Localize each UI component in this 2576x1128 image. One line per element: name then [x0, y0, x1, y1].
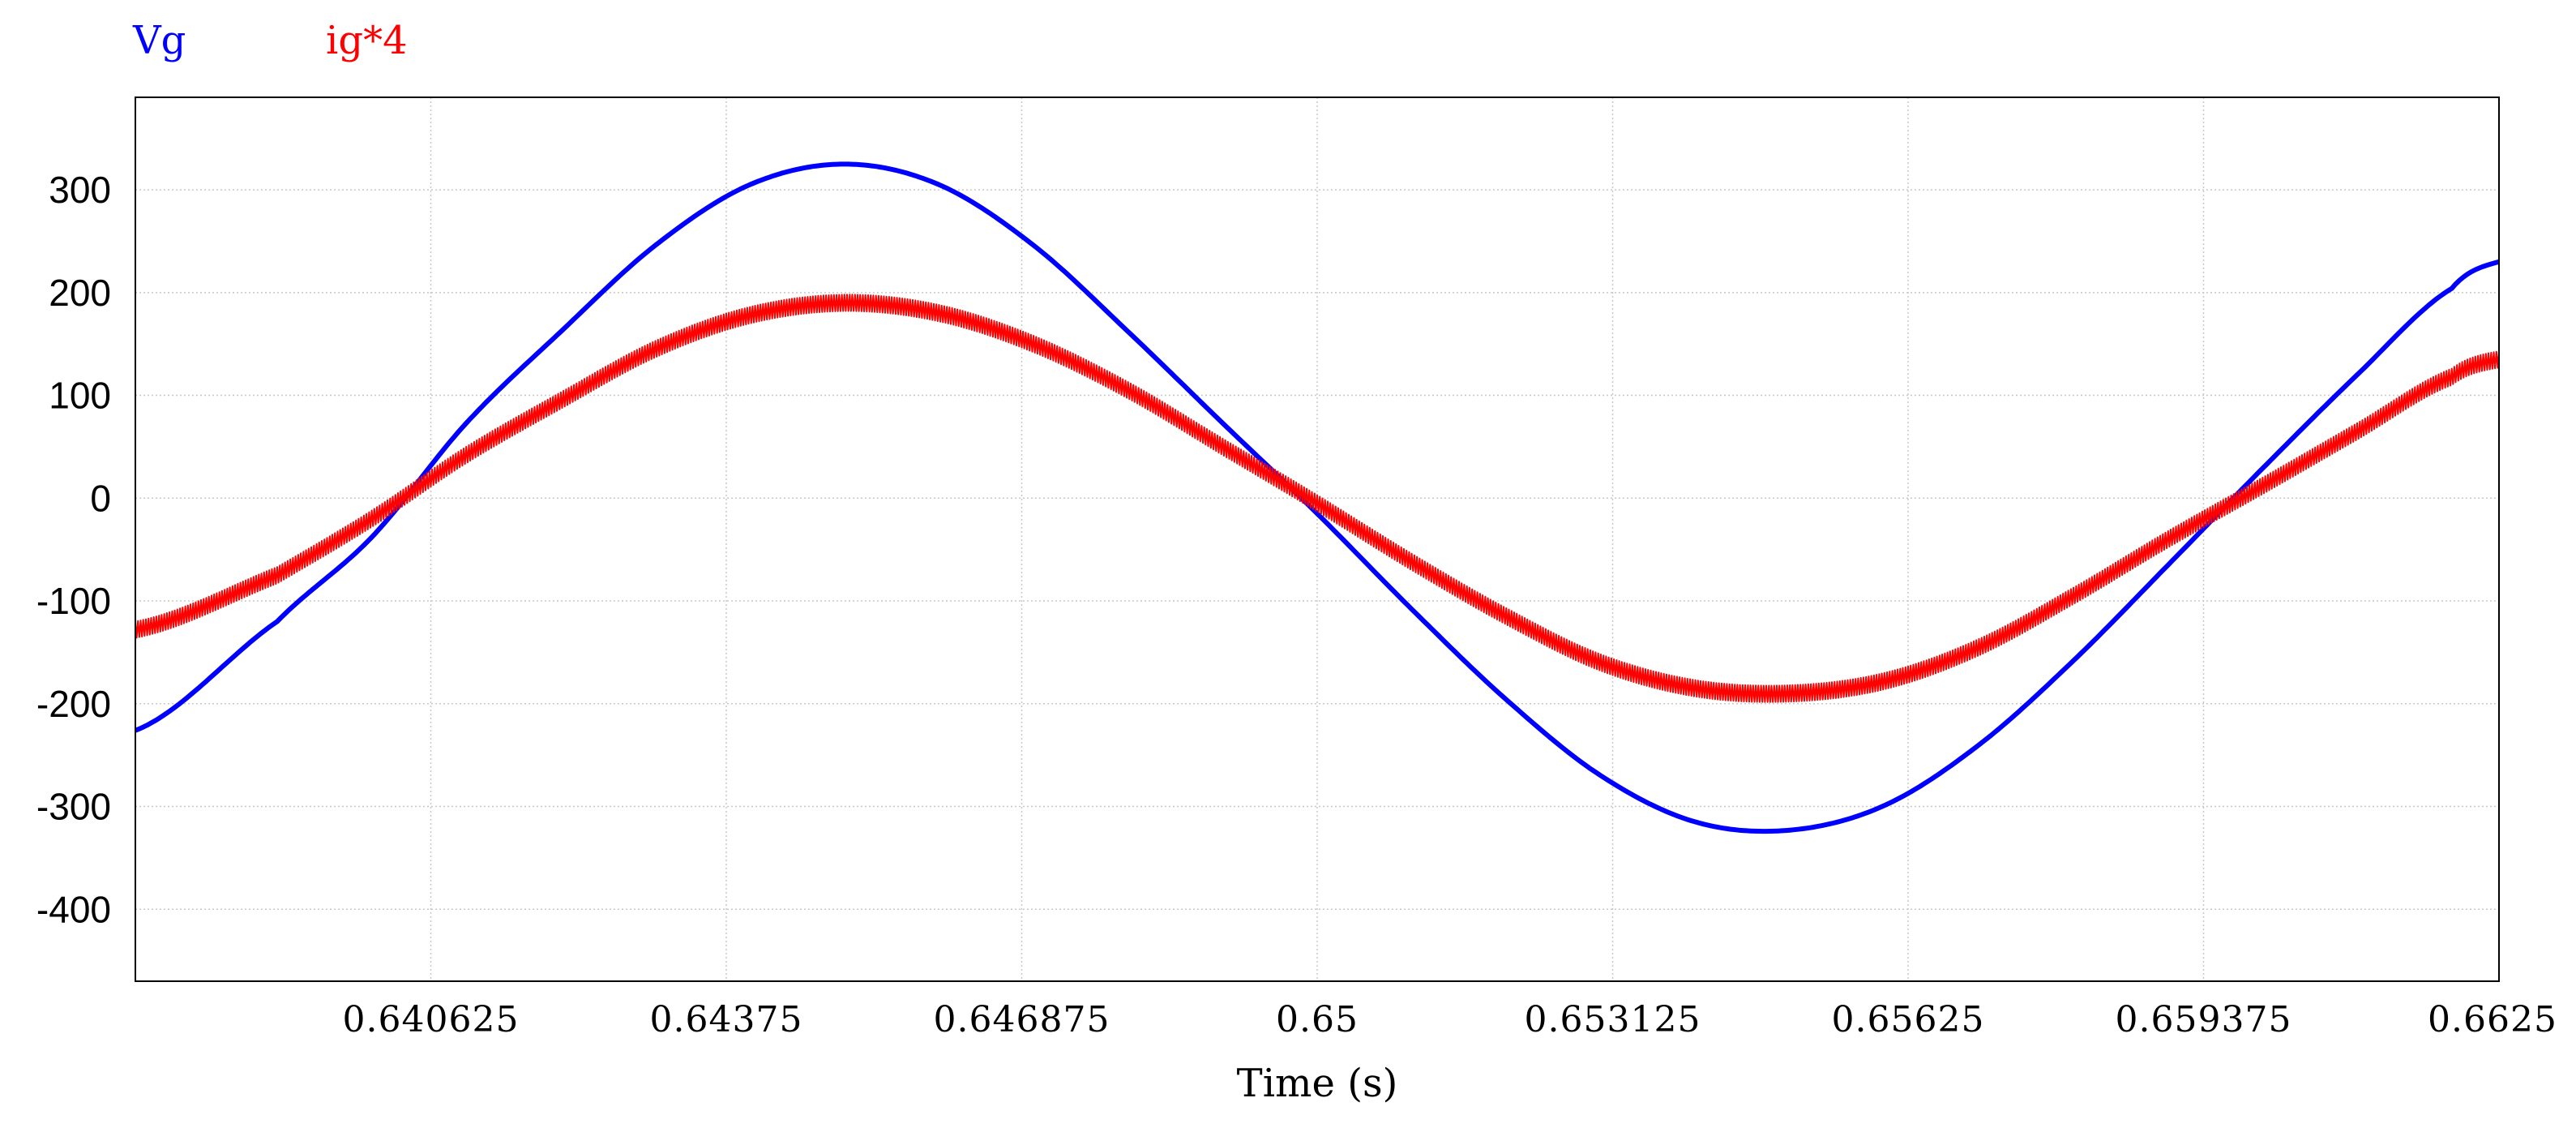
x-tick-label: 0.653125 [1525, 999, 1701, 1040]
x-axis-ticks: 0.640625 0.64375 0.646875 0.65 0.653125 0.656… [343, 999, 2557, 1040]
x-tick-label: 0.659375 [2116, 999, 2292, 1040]
y-tick-label: 300 [49, 169, 111, 211]
series-layer [134, 161, 2500, 834]
grid [135, 97, 2499, 981]
y-tick-label: -100 [36, 580, 111, 622]
legend-label-ig4: ig*4 [326, 18, 408, 63]
y-tick-label: 0 [90, 477, 111, 519]
x-axis-label: Time (s) [1237, 1061, 1398, 1106]
plot-frame [135, 97, 2500, 982]
y-tick-label: -300 [36, 786, 111, 828]
x-tick-label: 0.646875 [934, 999, 1110, 1040]
y-tick-label: -200 [36, 683, 111, 725]
x-tick-label: 0.65 [1276, 999, 1359, 1040]
x-tick-label: 0.6625 [2428, 999, 2557, 1040]
legend-label-vg: Vg [132, 18, 186, 63]
y-tick-label: 200 [49, 272, 111, 314]
legend: Vg ig*4 [132, 18, 408, 63]
series-line-vg [134, 161, 2500, 834]
x-tick-label: 0.64375 [650, 999, 803, 1040]
x-tick-label: 0.65625 [1832, 999, 1985, 1040]
y-tick-label: 100 [49, 375, 111, 417]
y-tick-label: -400 [36, 888, 111, 930]
x-tick-label: 0.640625 [343, 999, 520, 1040]
series-line-ig4 [135, 294, 2500, 703]
y-axis-ticks: 300 200 100 0 -100 -200 -300 -400 [36, 169, 111, 930]
